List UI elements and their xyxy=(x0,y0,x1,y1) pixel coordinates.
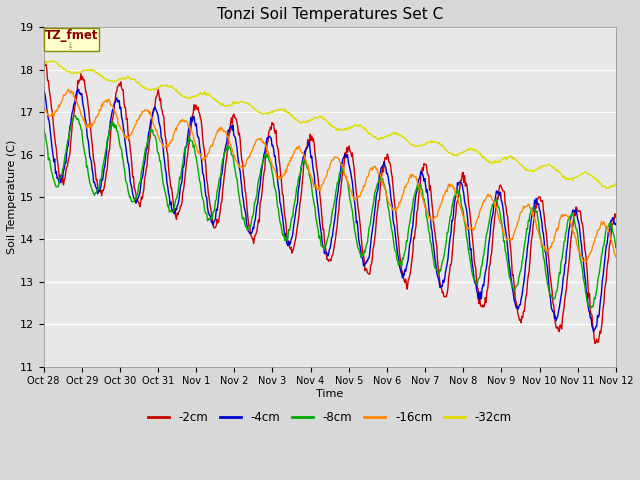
-2cm xyxy=(612,215,620,220)
-8cm xyxy=(417,182,425,188)
-16cm xyxy=(40,104,47,109)
-8cm xyxy=(110,124,118,130)
-4cm xyxy=(612,222,620,228)
Line: -2cm: -2cm xyxy=(44,61,616,344)
-2cm xyxy=(197,117,205,123)
-4cm xyxy=(40,86,47,92)
Y-axis label: Soil Temperature (C): Soil Temperature (C) xyxy=(7,140,17,254)
-2cm xyxy=(40,58,47,64)
Title: Tonzi Soil Temperatures Set C: Tonzi Soil Temperatures Set C xyxy=(216,7,443,22)
-4cm xyxy=(50,159,58,165)
-8cm xyxy=(50,177,58,183)
Legend: -2cm, -4cm, -8cm, -16cm, -32cm: -2cm, -4cm, -8cm, -16cm, -32cm xyxy=(143,406,516,429)
-4cm xyxy=(416,174,424,180)
-2cm xyxy=(416,184,424,190)
-32cm xyxy=(49,58,56,64)
-8cm xyxy=(198,193,206,199)
-32cm xyxy=(400,135,408,141)
-8cm xyxy=(400,252,408,257)
-16cm xyxy=(400,186,408,192)
-2cm xyxy=(109,115,116,121)
-16cm xyxy=(417,189,425,195)
-32cm xyxy=(110,79,118,84)
-2cm xyxy=(399,274,407,279)
-32cm xyxy=(40,61,47,67)
-32cm xyxy=(51,59,58,64)
-8cm xyxy=(168,209,175,215)
-16cm xyxy=(582,258,589,264)
Line: -16cm: -16cm xyxy=(44,89,616,261)
-4cm xyxy=(399,271,407,277)
-32cm xyxy=(417,142,425,148)
-8cm xyxy=(72,113,79,119)
-32cm xyxy=(602,185,610,191)
-8cm xyxy=(588,305,595,311)
-2cm xyxy=(50,128,58,133)
-2cm xyxy=(591,341,599,347)
-8cm xyxy=(612,245,620,251)
-16cm xyxy=(65,86,72,92)
-4cm xyxy=(589,329,597,335)
-8cm xyxy=(40,123,47,129)
X-axis label: Time: Time xyxy=(316,389,343,399)
-16cm xyxy=(198,156,206,162)
-32cm xyxy=(168,83,175,89)
-16cm xyxy=(50,113,58,119)
-32cm xyxy=(198,91,206,97)
-32cm xyxy=(612,180,620,186)
-4cm xyxy=(197,154,205,160)
Line: -32cm: -32cm xyxy=(44,61,616,188)
-4cm xyxy=(109,107,116,112)
-16cm xyxy=(168,137,175,143)
-4cm xyxy=(167,199,175,205)
-2cm xyxy=(167,185,175,191)
Line: -8cm: -8cm xyxy=(44,116,616,308)
-16cm xyxy=(110,106,118,112)
Line: -4cm: -4cm xyxy=(44,89,616,332)
-16cm xyxy=(612,254,620,260)
